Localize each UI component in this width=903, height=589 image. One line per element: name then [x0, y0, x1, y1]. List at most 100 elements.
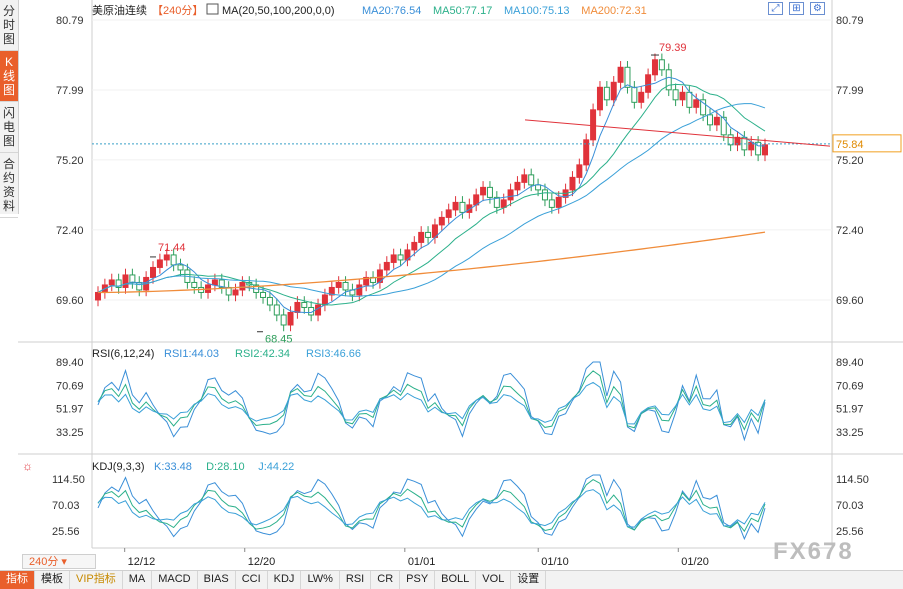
y-tick-right: 80.79: [836, 15, 864, 27]
candle-body: [191, 281, 198, 288]
candle-body: [363, 276, 370, 286]
bottom-tab-5[interactable]: BIAS: [198, 571, 236, 589]
kdj-settings-icon: ☼: [22, 459, 33, 473]
candle-body: [445, 209, 452, 218]
candle-body: [452, 201, 459, 211]
candle-body: [294, 301, 301, 313]
trend-line: [524, 119, 831, 147]
rsi-line-0: [97, 361, 766, 442]
candles: [95, 53, 768, 332]
period-tag: 【240分】: [152, 4, 203, 17]
y-tick-right: 77.99: [836, 85, 864, 97]
candle-body: [700, 99, 707, 116]
kdj-line-2: [97, 489, 766, 528]
candle-body: [418, 231, 425, 243]
high-price-label: 79.39: [659, 42, 687, 54]
rsi-title: RSI(6,12,24): [92, 348, 154, 360]
candle-body: [583, 139, 590, 166]
candle-body: [397, 254, 404, 261]
candle-body: [211, 279, 218, 286]
local-high-label: 71.44: [158, 242, 186, 254]
candle-body: [651, 59, 658, 76]
grid-icon[interactable]: ⊞: [789, 2, 804, 15]
bottom-tab-9[interactable]: RSI: [340, 571, 372, 589]
rsi-tick-left: 51.97: [56, 404, 84, 416]
candle-body: [335, 281, 342, 288]
bottom-tab-11[interactable]: PSY: [400, 571, 436, 589]
expand-icon[interactable]: ⤢: [768, 2, 783, 15]
candle-body: [411, 241, 418, 251]
x-label-1: 12/20: [248, 556, 276, 568]
kdj-tick-right: 25.56: [836, 526, 864, 538]
candle-body: [617, 66, 624, 83]
bottom-tab-13[interactable]: VOL: [476, 571, 512, 589]
chart-canvas[interactable]: 80.79 80.79 77.99 77.99 75.20 75.20 72.40 72.40…: [0, 0, 903, 570]
candle-body: [727, 134, 734, 146]
candle-body: [541, 189, 548, 201]
bottom-tab-8[interactable]: LW%: [301, 571, 340, 589]
bottom-tab-2[interactable]: VIP指标: [70, 571, 123, 589]
rsi-tick-left: 33.25: [56, 427, 84, 439]
candle-body: [95, 291, 101, 301]
ma-toggle-icon: [206, 3, 219, 15]
candle-body: [645, 74, 652, 93]
candle-body: [576, 164, 583, 178]
rsi-line-2: [97, 381, 766, 425]
candle-body: [665, 69, 672, 91]
bottom-tab-12[interactable]: BOLL: [435, 571, 477, 589]
candle-body: [383, 261, 390, 271]
ma-line-1: [97, 83, 766, 306]
y-tick-left: 72.40: [56, 225, 84, 237]
y-tick-left: 77.99: [56, 85, 84, 97]
candle-body: [548, 199, 555, 208]
candle-body: [638, 91, 645, 103]
y-tick-right: 72.40: [836, 225, 864, 237]
kdj-line-0: [97, 474, 766, 541]
kdj-tick-left: 114.50: [52, 474, 85, 486]
candle-body: [500, 199, 507, 208]
rsi-value-0: RSI1:44.03: [164, 348, 219, 360]
bottom-tab-10[interactable]: CR: [371, 571, 401, 589]
candle-body: [177, 264, 184, 271]
candle-body: [260, 291, 267, 298]
bottom-tab-1[interactable]: 模板: [35, 571, 70, 589]
period-selector[interactable]: 240分 ▾: [22, 554, 96, 569]
bottom-tab-3[interactable]: MA: [123, 571, 153, 589]
candle-body: [624, 66, 631, 88]
kdj-tick-left: 70.03: [52, 500, 80, 512]
candle-body: [108, 279, 115, 286]
ma-line-0: [97, 76, 765, 313]
candle-body: [301, 301, 308, 308]
candle-body: [115, 279, 122, 288]
kdj-tick-right: 114.50: [836, 474, 869, 486]
ma200-line: [97, 231, 766, 294]
y-tick-right: 69.60: [836, 295, 864, 307]
y-tick-left: 69.60: [56, 295, 84, 307]
candle-body: [459, 201, 466, 213]
candle-body: [603, 86, 610, 101]
bottom-tab-14[interactable]: 设置: [511, 571, 547, 589]
candle-body: [328, 286, 335, 296]
candle-body: [693, 99, 700, 108]
y-tick-left: 80.79: [56, 15, 84, 27]
kdj-value-2: J:44.22: [258, 461, 294, 473]
sidebar-tab-0[interactable]: 分时图: [0, 0, 18, 51]
bottom-tab-0[interactable]: 指标: [0, 571, 35, 589]
settings-icon[interactable]: ⚙: [810, 2, 825, 15]
kdj-value-0: K:33.48: [154, 461, 192, 473]
candle-body: [218, 279, 225, 288]
candle-body: [734, 136, 741, 146]
bottom-tab-4[interactable]: MACD: [152, 571, 198, 589]
candle-body: [232, 289, 239, 296]
candle-body: [507, 189, 514, 201]
candle-body: [273, 304, 280, 316]
sidebar-tab-2[interactable]: 闪电图: [0, 102, 18, 153]
sidebar-tab-3[interactable]: 合约资料: [0, 153, 18, 218]
bottom-tab-6[interactable]: CCI: [236, 571, 268, 589]
bottom-tab-7[interactable]: KDJ: [268, 571, 302, 589]
candle-body: [342, 281, 349, 291]
ma-params-label: MA(20,50,100,200,0,0): [222, 5, 335, 17]
current-price-label: 75.84: [836, 139, 864, 151]
